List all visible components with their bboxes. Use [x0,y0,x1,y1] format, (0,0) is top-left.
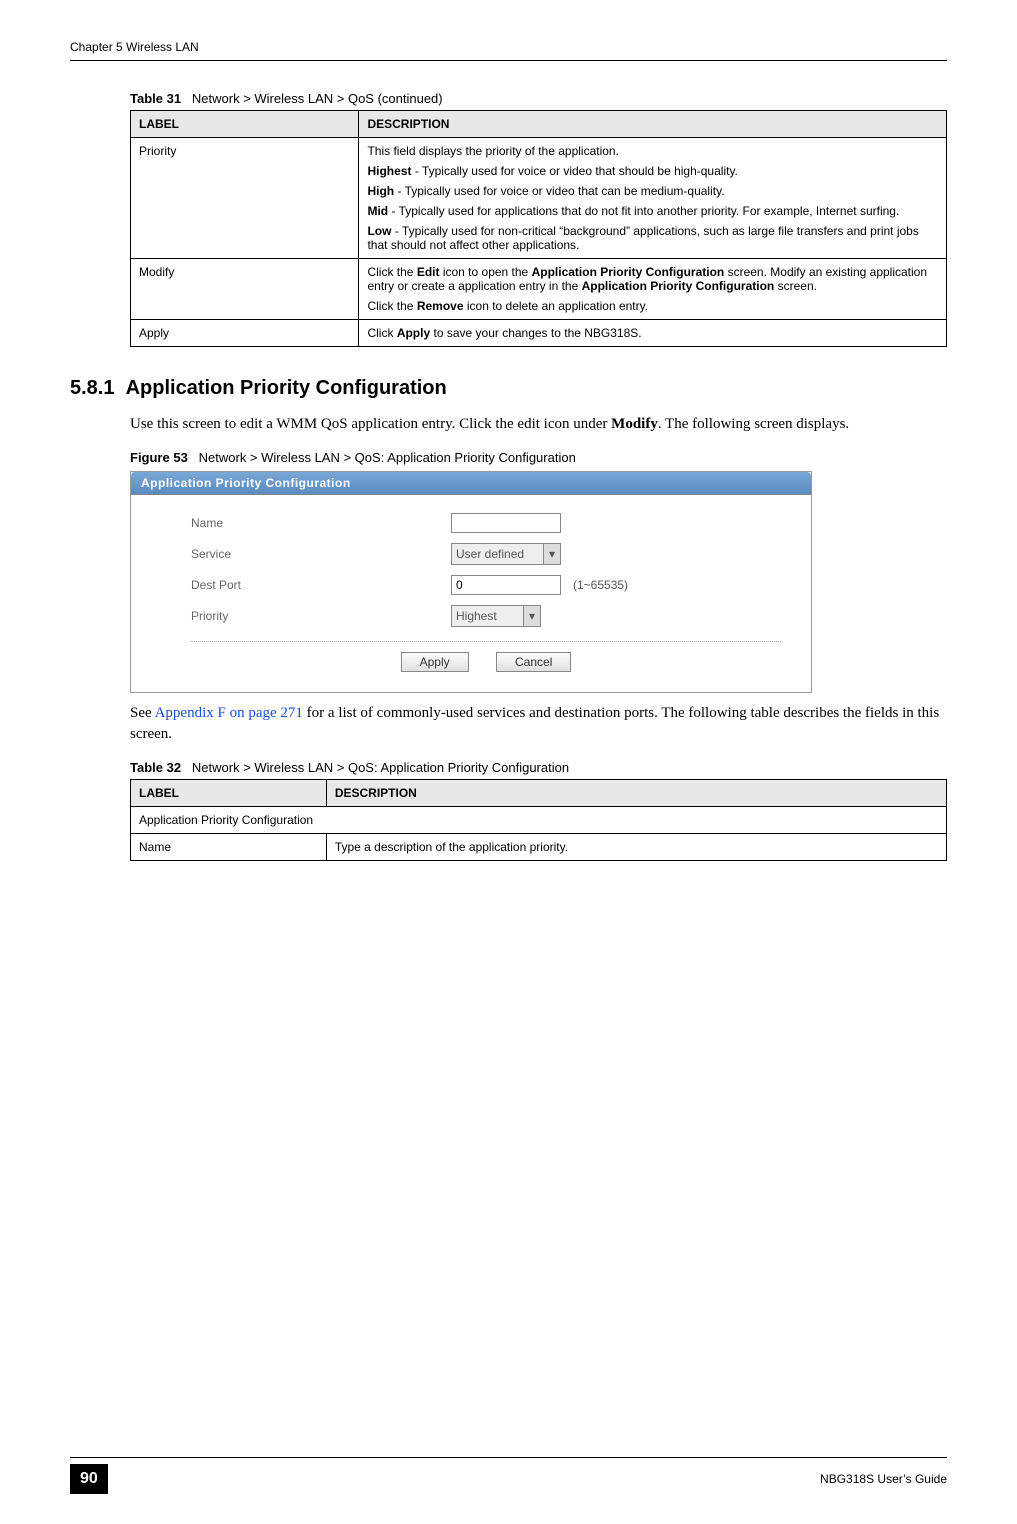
table32-span-row: Application Priority Configuration [131,806,947,833]
t31-r0-l1: - Typically used for voice or video that… [411,164,737,178]
t31-r2-l0p: Click [367,326,396,340]
destport-input[interactable] [451,575,561,595]
t31-r1-l0t: icon to open the [440,265,532,279]
table32-head-label: LABEL [131,779,327,806]
t31-r1-l0b3: Application Priority Configuration [582,279,775,293]
name-input[interactable] [451,513,561,533]
table31-head-label: LABEL [131,111,359,138]
figure53-caption-text: Network > Wireless LAN > QoS: Applicatio… [199,450,576,465]
apply-button[interactable]: Apply [401,652,469,672]
priority-select-value: Highest [456,609,497,623]
section-number: 5.8.1 [70,377,114,399]
body1-bold: Modify [611,416,658,432]
table-row: Modify Click the Edit icon to open the A… [131,259,947,320]
priority-select[interactable]: Highest ▾ [451,605,541,627]
priority-label: Priority [191,609,451,623]
section-body-1: Use this screen to edit a WMM QoS applic… [130,414,947,434]
t31-r0-l2b: High [367,184,394,198]
section-heading: 5.8.1 Application Priority Configuration [70,377,947,400]
t31-r0-l1b: Highest [367,164,411,178]
table31-r0-desc: This field displays the priority of the … [359,138,947,259]
t31-r2-l0b: Apply [397,326,430,340]
table31-r1-desc: Click the Edit icon to open the Applicat… [359,259,947,320]
service-select-value: User defined [456,547,524,561]
table31-r0-label: Priority [131,138,359,259]
table31-caption-text: Network > Wireless LAN > QoS (continued) [192,91,443,106]
table31-r2-label: Apply [131,320,359,347]
body2-pre: See [130,705,155,721]
divider [191,641,781,642]
table31: LABEL DESCRIPTION Priority This field di… [130,110,947,347]
figure53-screenshot: Application Priority Configuration Name … [130,471,812,693]
table-row: Apply Click Apply to save your changes t… [131,320,947,347]
table-row: Name Type a description of the applicati… [131,833,947,860]
body1-post: . The following screen displays. [658,416,849,432]
section-title: Application Priority Configuration [126,377,447,399]
table32-caption-text: Network > Wireless LAN > QoS: Applicatio… [192,760,569,775]
section-body-2: See Appendix F on page 271 for a list of… [130,703,947,744]
appendix-link[interactable]: Appendix F on page 271 [155,705,303,721]
t31-r2-l0t: to save your changes to the NBG318S. [430,326,641,340]
table31-r1-label: Modify [131,259,359,320]
destport-range: (1~65535) [573,578,628,592]
chevron-down-icon: ▾ [543,544,560,564]
table32-r0-desc: Type a description of the application pr… [326,833,946,860]
table32-r0-label: Name [131,833,327,860]
service-label: Service [191,547,451,561]
cancel-button[interactable]: Cancel [496,652,571,672]
table-row: Application Priority Configuration [131,806,947,833]
table32-caption-label: Table 32 [130,760,181,775]
chevron-down-icon: ▾ [523,606,540,626]
page-number: 90 [70,1464,108,1494]
table31-head-desc: DESCRIPTION [359,111,947,138]
chapter-title: Chapter 5 Wireless LAN [70,40,199,54]
table31-r2-desc: Click Apply to save your changes to the … [359,320,947,347]
destport-label: Dest Port [191,578,451,592]
t31-r0-l2: - Typically used for voice or video that… [394,184,724,198]
screenshot-titlebar: Application Priority Configuration [131,472,811,495]
t31-r1-l0b: Edit [417,265,440,279]
body1-pre: Use this screen to edit a WMM QoS applic… [130,416,611,432]
t31-r0-l4b: Low [367,224,391,238]
t31-r0-l4: - Typically used for non-critical “backg… [367,224,918,252]
service-select[interactable]: User defined ▾ [451,543,561,565]
table31-caption: Table 31 Network > Wireless LAN > QoS (c… [130,91,947,106]
figure53-caption: Figure 53 Network > Wireless LAN > QoS: … [130,450,947,465]
footer-guide: NBG318S User’s Guide [820,1472,947,1486]
table-row: Priority This field displays the priorit… [131,138,947,259]
t31-r1-l0p: Click the [367,265,416,279]
name-label: Name [191,516,451,530]
t31-r1-l1t: icon to delete an application entry. [464,299,649,313]
table32-caption: Table 32 Network > Wireless LAN > QoS: A… [130,760,947,775]
t31-r1-l0b2: Application Priority Configuration [532,265,725,279]
figure53-caption-label: Figure 53 [130,450,188,465]
table31-caption-label: Table 31 [130,91,181,106]
table32: LABEL DESCRIPTION Application Priority C… [130,779,947,861]
t31-r0-l0: This field displays the priority of the … [367,144,618,158]
table32-head-desc: DESCRIPTION [326,779,946,806]
t31-r1-l1p: Click the [367,299,416,313]
t31-r1-l1b: Remove [417,299,464,313]
t31-r1-l0t3: screen. [774,279,817,293]
t31-r0-l3: - Typically used for applications that d… [388,204,899,218]
t31-r0-l3b: Mid [367,204,388,218]
